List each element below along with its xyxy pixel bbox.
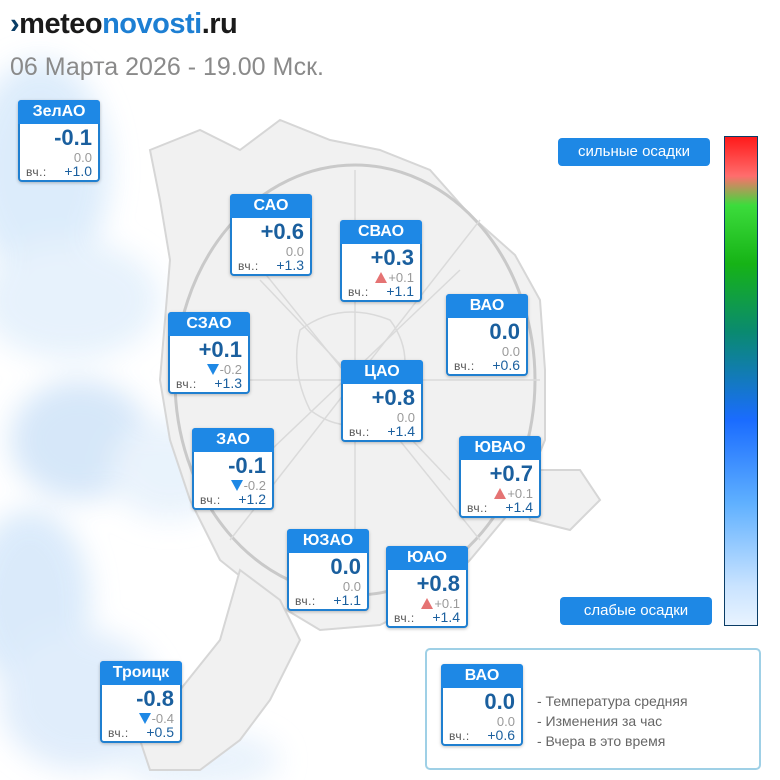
district-change-value: -0.2: [243, 478, 266, 493]
district-name: ЮАО: [386, 546, 468, 570]
yesterday-label: вч.:: [295, 594, 316, 608]
legend-line-temp: - Температура средняя: [537, 693, 688, 709]
district-change-value: +0.1: [507, 486, 533, 501]
district-yesterday: +1.1: [386, 283, 414, 299]
district-yesterday: +0.6: [492, 357, 520, 373]
yesterday-label: вч.:: [26, 165, 47, 179]
precip-scale-top-label: сильные осадки: [558, 138, 710, 166]
yesterday-label: вч.:: [349, 425, 370, 439]
district-name: СВАО: [340, 220, 422, 244]
legend-sample-card: ВАО 0.0 0.0 вч.: +0.6: [441, 664, 523, 746]
trend-down-icon: [206, 364, 219, 375]
district-card-zao[interactable]: ЗАО -0.1 -0.2 вч.: +1.2: [192, 428, 274, 510]
precip-scale-bottom-label: слабые осадки: [560, 597, 712, 625]
district-name: ЮВАО: [459, 436, 541, 460]
district-yesterday: +1.3: [214, 375, 242, 391]
trend-up-icon: [421, 598, 434, 609]
district-temp: +0.7: [489, 461, 533, 486]
district-change: 0.0: [343, 580, 361, 594]
district-card-cao[interactable]: ЦАО +0.8 0.0 вч.: +1.4: [341, 360, 423, 442]
brand-logo[interactable]: ›meteonovosti.ru: [10, 8, 238, 40]
district-change: -0.2: [206, 362, 242, 377]
yesterday-label: вч.:: [348, 285, 369, 299]
legend-line-yesterday: - Вчера в это время: [537, 733, 666, 749]
district-change: -0.2: [230, 478, 266, 493]
district-card-yuvao[interactable]: ЮВАО +0.7 +0.1 вч.: +1.4: [459, 436, 541, 518]
legend-sample-yesterday-label: вч.:: [449, 729, 470, 743]
district-change: -0.4: [138, 711, 174, 726]
district-change-value: +0.1: [434, 596, 460, 611]
district-change: +0.1: [421, 597, 460, 611]
yesterday-label: вч.:: [200, 493, 221, 507]
district-card-zelao[interactable]: ЗелАО -0.1 0.0 вч.: +1.0: [18, 100, 100, 182]
district-card-svao[interactable]: СВАО +0.3 +0.1 вч.: +1.1: [340, 220, 422, 302]
district-temp: -0.1: [228, 453, 266, 478]
precip-scale-bar: [724, 136, 758, 626]
district-change-value: +0.1: [388, 270, 414, 285]
trend-down-icon: [138, 713, 151, 724]
district-change-value: 0.0: [396, 410, 415, 425]
district-card-yuao[interactable]: ЮАО +0.8 +0.1 вч.: +1.4: [386, 546, 468, 628]
legend-line-change: - Изменения за час: [537, 713, 663, 729]
trend-up-icon: [375, 272, 388, 283]
district-name: СЗАО: [168, 312, 250, 336]
trend-down-icon: [230, 480, 243, 491]
district-change: +0.1: [375, 271, 414, 285]
district-card-vao[interactable]: ВАО 0.0 0.0 вч.: +0.6: [446, 294, 528, 376]
district-temp: -0.1: [54, 125, 92, 150]
district-yesterday: +1.1: [333, 592, 361, 608]
district-change-value: -0.4: [151, 711, 174, 726]
district-temp: +0.6: [260, 219, 304, 244]
district-temp: -0.8: [136, 686, 174, 711]
district-card-sao[interactable]: САО +0.6 0.0 вч.: +1.3: [230, 194, 312, 276]
district-card-troitsk[interactable]: Троицк -0.8 -0.4 вч.: +0.5: [100, 661, 182, 743]
district-temp: +0.1: [198, 337, 242, 362]
district-change: 0.0: [286, 245, 304, 259]
district-change: 0.0: [502, 345, 520, 359]
yesterday-label: вч.:: [467, 501, 488, 515]
district-name: Троицк: [100, 661, 182, 685]
yesterday-label: вч.:: [176, 377, 197, 391]
district-temp: 0.0: [330, 554, 361, 579]
report-datetime: 06 Марта 2026 - 19.00 Мск.: [10, 53, 324, 81]
district-yesterday: +1.4: [387, 423, 415, 439]
logo-mark-icon: ›: [10, 8, 20, 40]
district-temp: +0.8: [371, 385, 415, 410]
district-yesterday: +1.4: [432, 609, 460, 625]
district-yesterday: +0.5: [146, 724, 174, 740]
district-yesterday: +1.3: [276, 257, 304, 273]
yesterday-label: вч.:: [238, 259, 259, 273]
district-name: ЗАО: [192, 428, 274, 452]
district-name: ЦАО: [341, 360, 423, 384]
district-name: САО: [230, 194, 312, 218]
trend-up-icon: [494, 488, 507, 499]
district-change-value: -0.2: [219, 362, 242, 377]
district-temp: 0.0: [489, 319, 520, 344]
district-temp: +0.3: [370, 245, 414, 270]
district-yesterday: +1.4: [505, 499, 533, 515]
yesterday-label: вч.:: [108, 726, 129, 740]
district-change-value: 0.0: [285, 244, 304, 259]
district-name: ЮЗАО: [287, 529, 369, 553]
legend-sample-temp: 0.0: [484, 689, 515, 714]
district-name: ЗелАО: [18, 100, 100, 124]
district-change: 0.0: [397, 411, 415, 425]
district-card-szao[interactable]: СЗАО +0.1 -0.2 вч.: +1.3: [168, 312, 250, 394]
yesterday-label: вч.:: [394, 611, 415, 625]
district-change: 0.0: [74, 151, 92, 165]
district-card-yuzao[interactable]: ЮЗАО 0.0 0.0 вч.: +1.1: [287, 529, 369, 611]
district-yesterday: +1.2: [238, 491, 266, 507]
district-change-value: 0.0: [501, 344, 520, 359]
district-name: ВАО: [446, 294, 528, 318]
legend-sample-change: 0.0: [496, 714, 515, 729]
district-change: +0.1: [494, 487, 533, 501]
district-change-value: 0.0: [342, 579, 361, 594]
district-change-value: 0.0: [73, 150, 92, 165]
district-temp: +0.8: [416, 571, 460, 596]
district-yesterday: +1.0: [64, 163, 92, 179]
legend-sample-yesterday: +0.6: [487, 727, 515, 743]
yesterday-label: вч.:: [454, 359, 475, 373]
legend-sample-name: ВАО: [441, 664, 523, 688]
legend-box: ВАО 0.0 0.0 вч.: +0.6 - Температура сред…: [425, 648, 761, 770]
